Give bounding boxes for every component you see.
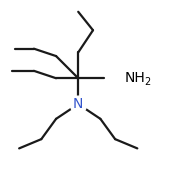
- Text: 2: 2: [144, 77, 151, 87]
- Text: NH: NH: [125, 71, 146, 85]
- Text: N: N: [73, 97, 83, 111]
